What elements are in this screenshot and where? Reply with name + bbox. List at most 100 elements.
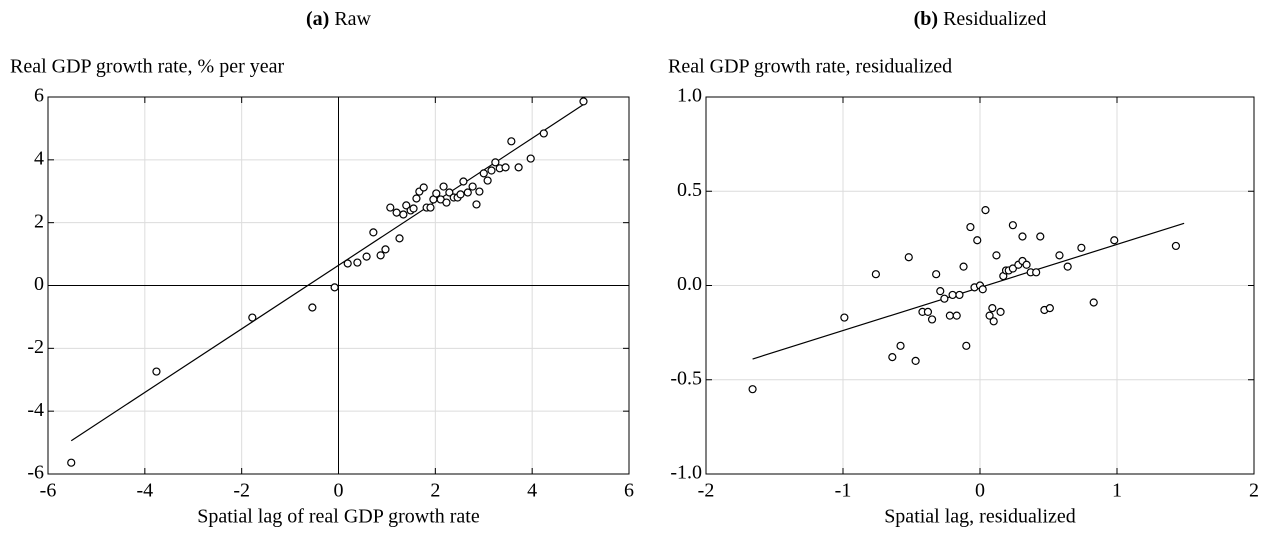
data-point	[1045, 304, 1054, 313]
data-point	[748, 385, 757, 394]
data-point	[442, 198, 451, 207]
data-point	[369, 228, 378, 237]
data-point	[399, 210, 408, 219]
data-point	[330, 283, 339, 292]
panel: (a) Raw Real GDP growth rate, % per year S…	[10, 8, 634, 528]
data-point	[475, 187, 484, 196]
fit-line	[70, 104, 584, 442]
data-point	[362, 252, 371, 261]
data-point	[459, 177, 468, 186]
plot-frame	[705, 96, 1255, 475]
x-tick-label: 0	[975, 480, 985, 502]
data-point	[539, 129, 548, 138]
fit-line	[752, 222, 1185, 360]
x-tick-label: -2	[698, 480, 715, 502]
data-point	[487, 166, 496, 175]
data-point	[445, 188, 454, 197]
y-tick-label: 2	[34, 210, 44, 232]
x-tick-label: 2	[430, 480, 440, 502]
data-point	[973, 236, 982, 245]
data-point	[248, 313, 257, 322]
data-point	[439, 182, 448, 191]
panel-title: (a) Raw	[306, 8, 372, 30]
panel-label: (a)	[306, 8, 329, 30]
data-point	[996, 307, 1005, 316]
y-tick-label: -4	[27, 399, 44, 421]
data-point	[896, 341, 905, 350]
data-point	[888, 353, 897, 362]
y-tick-label: 0.5	[677, 179, 702, 201]
data-point	[989, 317, 998, 326]
data-point	[463, 188, 472, 197]
x-tick-label: 2	[1249, 480, 1259, 502]
y-tick-label: -6	[27, 462, 44, 484]
data-point	[491, 158, 500, 167]
data-point	[932, 270, 941, 279]
x-tick-label: -6	[40, 480, 57, 502]
data-point	[1063, 262, 1072, 271]
data-point	[152, 367, 161, 376]
data-point	[419, 183, 428, 192]
y-tick-label: 0.0	[677, 273, 702, 295]
x-tick-label: -4	[136, 480, 153, 502]
data-point	[376, 251, 385, 260]
x-axis-label: Spatial lag, residualized	[884, 506, 1076, 528]
data-point	[1018, 232, 1027, 241]
data-point	[67, 458, 76, 467]
data-point	[978, 285, 987, 294]
plot-frame	[47, 96, 630, 475]
data-point	[479, 169, 488, 178]
data-point	[992, 251, 1001, 260]
data-point	[952, 311, 961, 320]
data-point	[412, 194, 421, 203]
x-tick-label: 1	[1112, 480, 1122, 502]
y-tick-label: 6	[34, 85, 44, 107]
data-point	[308, 303, 317, 312]
y-tick-label: 4	[34, 147, 44, 169]
x-tick-label: -1	[835, 480, 852, 502]
data-point	[966, 222, 975, 232]
data-point	[923, 307, 933, 316]
data-point	[988, 304, 997, 313]
data-point	[507, 137, 516, 146]
data-point	[343, 259, 352, 268]
x-tick-label: 6	[624, 480, 634, 502]
data-point	[985, 311, 994, 320]
x-axis-label: Spatial lag of real GDP growth rate	[197, 506, 480, 528]
data-point	[1032, 268, 1041, 277]
data-point	[381, 245, 390, 254]
data-point	[1008, 221, 1017, 230]
y-tick-label: 1.0	[677, 85, 702, 107]
y-tick-label: 0	[34, 273, 44, 295]
data-point	[395, 234, 404, 243]
data-point	[1055, 251, 1064, 260]
data-point	[514, 163, 523, 172]
data-point	[1089, 298, 1098, 307]
data-point	[1110, 236, 1119, 245]
data-point	[940, 294, 949, 303]
data-point	[456, 190, 465, 199]
x-tick-label: 4	[527, 480, 537, 502]
y-tick-label: -0.5	[670, 367, 702, 389]
data-point	[392, 208, 401, 217]
data-point	[955, 290, 964, 300]
x-tick-label: 0	[334, 480, 344, 502]
data-point	[409, 204, 418, 213]
data-point	[426, 203, 435, 212]
data-point	[1022, 260, 1031, 269]
data-point	[962, 341, 971, 350]
y-axis-label: Real GDP growth rate, residualized	[668, 56, 952, 78]
y-tick-label: -2	[27, 336, 44, 358]
data-point	[579, 97, 588, 106]
panel-title: (b) Residualized	[914, 8, 1047, 30]
data-point	[353, 258, 362, 267]
data-point	[386, 203, 395, 212]
data-point	[501, 163, 510, 172]
data-point	[936, 287, 945, 296]
panel: (b) Residualized Real GDP growth rate, re…	[668, 8, 1259, 528]
data-point	[981, 206, 990, 215]
data-point	[911, 356, 920, 365]
data-point	[483, 176, 492, 185]
y-axis-label: Real GDP growth rate, % per year	[10, 56, 285, 78]
x-tick-label: -2	[233, 480, 250, 502]
